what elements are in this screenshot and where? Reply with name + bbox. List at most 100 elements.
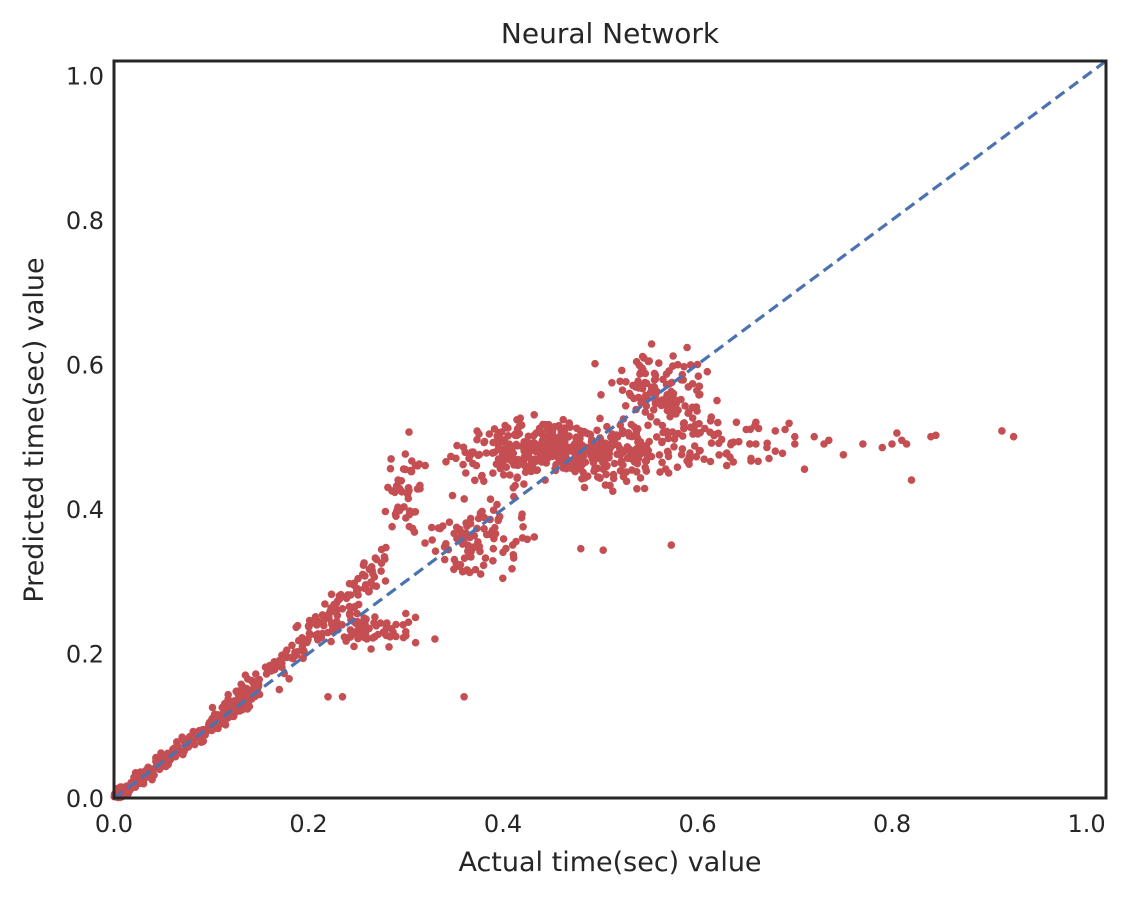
scatter-point bbox=[508, 541, 517, 549]
x-tick-label: 0.0 bbox=[95, 810, 133, 838]
scatter-point bbox=[637, 399, 645, 407]
scatter-point bbox=[277, 657, 285, 666]
scatter-point bbox=[616, 467, 625, 475]
scatter-point bbox=[386, 464, 395, 473]
scatter-point bbox=[469, 459, 477, 468]
scatter-point bbox=[685, 408, 693, 416]
scatter-point bbox=[742, 425, 750, 434]
scatter-point bbox=[624, 429, 633, 437]
scatter-point bbox=[354, 586, 362, 594]
scatter-point bbox=[667, 408, 675, 416]
scatter-point bbox=[476, 547, 484, 556]
scatter-point bbox=[584, 430, 593, 438]
scatter-point bbox=[634, 377, 642, 386]
scatter-point bbox=[621, 402, 630, 410]
scatter-point bbox=[448, 491, 457, 500]
scatter-point bbox=[471, 476, 479, 485]
scatter-point bbox=[706, 417, 715, 425]
scatter-point bbox=[640, 484, 649, 493]
scatter-point bbox=[489, 557, 497, 565]
scatter-point bbox=[551, 448, 559, 457]
scatter-point bbox=[470, 531, 479, 540]
scatter-point bbox=[220, 718, 228, 727]
scatter-point bbox=[647, 340, 656, 348]
scatter-point bbox=[461, 448, 470, 457]
x-tick-label: 0.4 bbox=[484, 810, 522, 838]
scatter-point bbox=[520, 438, 528, 446]
scatter-point bbox=[591, 359, 599, 368]
scatter-point bbox=[506, 471, 514, 479]
scatter-point bbox=[684, 383, 693, 391]
scatter-point bbox=[625, 389, 634, 398]
scatter-point bbox=[221, 703, 229, 712]
scatter-point bbox=[498, 449, 507, 458]
scatter-point bbox=[421, 539, 429, 547]
scatter-point bbox=[358, 570, 367, 579]
scatter-point bbox=[442, 458, 450, 466]
scatter-point bbox=[626, 445, 634, 454]
scatter-point bbox=[288, 641, 296, 650]
scatter-point bbox=[651, 371, 660, 380]
scatter-point bbox=[602, 470, 610, 479]
scatter-point bbox=[241, 671, 250, 679]
scatter-point bbox=[643, 453, 652, 462]
scatter-point bbox=[252, 670, 260, 678]
scatter-point bbox=[355, 631, 364, 639]
plot-frame bbox=[112, 59, 1108, 800]
scatter-point bbox=[318, 611, 327, 619]
scatter-point bbox=[410, 528, 419, 536]
scatter-point bbox=[706, 428, 714, 437]
scatter-point bbox=[669, 362, 677, 370]
scatter-point bbox=[632, 357, 641, 366]
scatter-point bbox=[462, 469, 470, 477]
scatter-point bbox=[321, 600, 329, 608]
scatter-point bbox=[932, 431, 940, 440]
x-tick-label: 0.6 bbox=[678, 810, 716, 838]
scatter-point bbox=[371, 632, 379, 641]
scatter-point bbox=[653, 387, 661, 396]
scatter-point bbox=[590, 467, 598, 475]
scatter-point bbox=[406, 466, 415, 475]
scatter-point bbox=[528, 462, 537, 471]
scatter-point bbox=[474, 451, 483, 460]
scatter-point bbox=[496, 464, 505, 473]
scatter-point bbox=[616, 377, 624, 386]
scatter-point bbox=[491, 530, 500, 538]
scatter-point bbox=[613, 433, 622, 441]
scatter-point bbox=[597, 450, 605, 459]
scatter-point bbox=[677, 395, 685, 404]
scatter-point bbox=[380, 553, 389, 561]
scatter-point bbox=[545, 444, 553, 452]
scatter-point bbox=[311, 631, 320, 639]
scatter-point bbox=[647, 387, 656, 395]
scatter-point bbox=[392, 620, 400, 629]
scatter-point bbox=[402, 609, 410, 618]
scatter-point bbox=[479, 561, 488, 570]
scatter-point bbox=[237, 680, 245, 689]
scatter-point bbox=[450, 555, 459, 564]
scatter-point bbox=[700, 455, 708, 464]
scatter-point bbox=[530, 411, 538, 419]
scatter-point bbox=[431, 547, 440, 555]
scatter-point bbox=[529, 431, 538, 440]
scatter-point bbox=[610, 459, 619, 468]
scatter-point bbox=[505, 440, 514, 449]
scatter-point bbox=[696, 390, 704, 399]
scatter-point bbox=[531, 455, 539, 463]
scatter-point bbox=[486, 495, 495, 504]
scatter-point bbox=[381, 577, 390, 585]
scatter-point bbox=[489, 544, 498, 553]
x-tick-label: 0.8 bbox=[873, 810, 911, 838]
scatter-point bbox=[557, 457, 565, 465]
scatter-point bbox=[599, 546, 607, 554]
scatter-point bbox=[325, 611, 333, 620]
scatter-point bbox=[667, 402, 676, 411]
scatter-point bbox=[544, 450, 553, 459]
scatter-point bbox=[638, 364, 646, 372]
scatter-point bbox=[404, 494, 413, 503]
scatter-point bbox=[461, 531, 470, 539]
scatter-point bbox=[576, 462, 585, 471]
scatter-point bbox=[338, 605, 347, 613]
scatter-point bbox=[490, 425, 499, 433]
scatter-point bbox=[473, 435, 481, 444]
